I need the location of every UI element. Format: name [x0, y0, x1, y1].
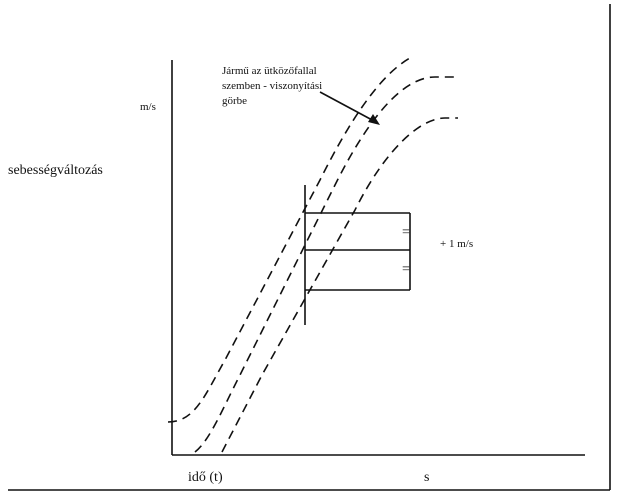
curve-lower — [221, 117, 458, 453]
annotation-line: szemben - viszonyítási — [222, 80, 322, 92]
annotation-line: Jármű az ütközőfallal — [222, 65, 317, 77]
equal-mark: = — [402, 225, 410, 240]
step-label: + 1 m/s — [440, 238, 473, 250]
y-label: sebességváltozás — [8, 163, 103, 178]
x-label: idő (t) — [188, 470, 223, 485]
x-unit: s — [424, 470, 429, 485]
y-unit: m/s — [140, 101, 156, 113]
arrow-head — [368, 114, 380, 125]
curve-upper — [167, 57, 411, 423]
equal-mark: = — [402, 262, 410, 277]
arrow-line — [319, 91, 375, 122]
curve-reference — [194, 76, 458, 453]
annotation-line: görbe — [222, 95, 247, 107]
